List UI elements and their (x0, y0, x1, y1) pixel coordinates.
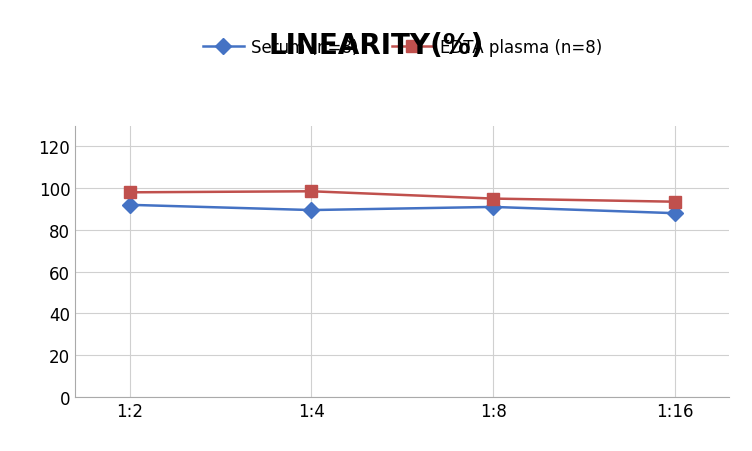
Line: Serum (n=8): Serum (n=8) (124, 200, 681, 219)
Legend: Serum (n=8), EDTA plasma (n=8): Serum (n=8), EDTA plasma (n=8) (196, 32, 609, 63)
EDTA plasma (n=8) (125, 190, 134, 196)
Line: EDTA plasma (n=8): EDTA plasma (n=8) (124, 186, 681, 208)
EDTA plasma (n=8) (489, 197, 498, 202)
Serum (n=8) (125, 202, 134, 208)
Serum (n=8) (489, 205, 498, 210)
Serum (n=8) (307, 208, 316, 213)
Text: LINEARITY(%): LINEARITY(%) (268, 32, 484, 60)
EDTA plasma (n=8) (671, 199, 680, 205)
Serum (n=8) (671, 211, 680, 216)
EDTA plasma (n=8) (307, 189, 316, 194)
